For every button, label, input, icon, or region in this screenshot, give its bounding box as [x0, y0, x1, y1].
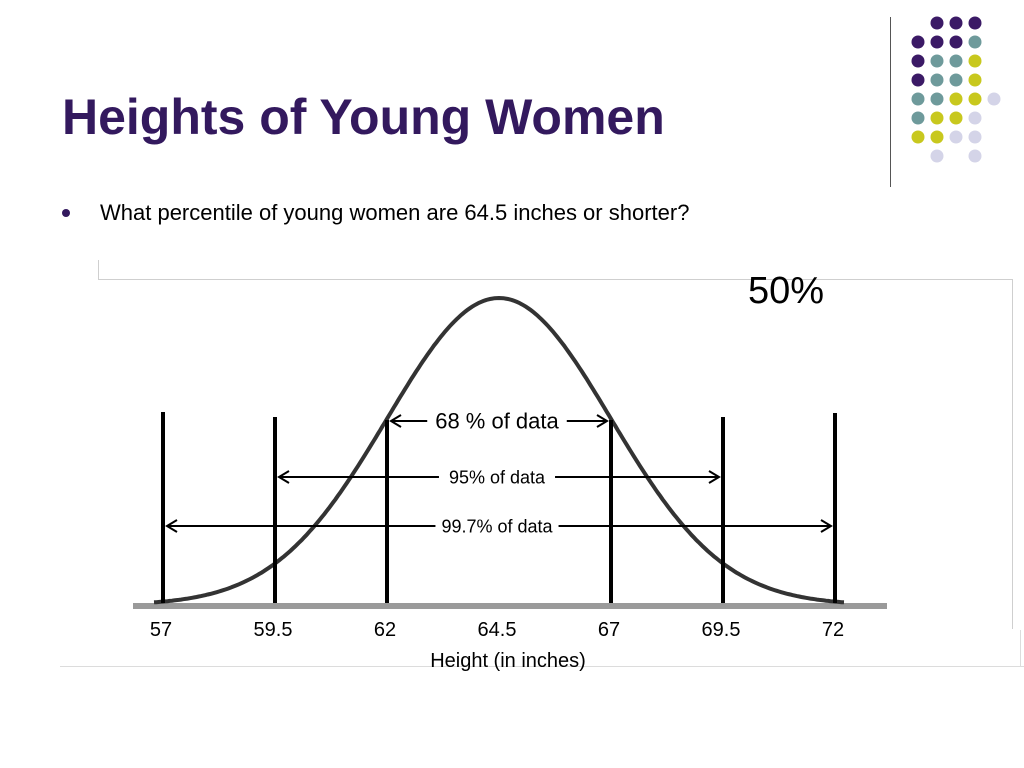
- bullet-icon: [62, 209, 70, 217]
- answer-text: 50%: [748, 270, 825, 312]
- chart-frame-edge: [60, 666, 1024, 667]
- decorative-dot: [968, 111, 982, 125]
- decorative-dot: [911, 130, 925, 144]
- decorative-dot: [930, 111, 944, 125]
- chart-frame-edge: [98, 279, 1012, 280]
- interval-label: 99.7% of data: [441, 516, 553, 536]
- x-tick-label: 59.5: [254, 619, 293, 641]
- decorative-dot: [949, 73, 963, 87]
- decorative-dot: [949, 16, 963, 30]
- x-tick-label: 72: [822, 619, 844, 641]
- decorative-dot: [930, 16, 944, 30]
- decorative-dot: [911, 73, 925, 87]
- decorative-dot: [949, 35, 963, 49]
- bullet-text: What percentile of young women are 64.5 …: [100, 200, 690, 225]
- decorative-dot: [949, 130, 963, 144]
- decorative-dot: [911, 92, 925, 106]
- decorative-dot: [968, 54, 982, 68]
- x-axis-label: Height (in inches): [430, 650, 586, 672]
- arrowhead-right: [820, 519, 833, 533]
- decorative-dot: [949, 54, 963, 68]
- x-tick-label: 67: [598, 619, 620, 641]
- x-tick-label: 57: [150, 619, 172, 641]
- decorative-dot: [968, 92, 982, 106]
- decorative-dot: [930, 73, 944, 87]
- arrowhead-right: [708, 470, 721, 484]
- title-divider: [890, 17, 891, 187]
- decorative-dot: [911, 35, 925, 49]
- bullet-item: What percentile of young women are 64.5 …: [62, 200, 689, 226]
- bell-curve: [153, 295, 845, 605]
- arrowhead-left: [165, 519, 178, 533]
- x-tick-label: 62: [374, 619, 396, 641]
- interval-label: 95% of data: [449, 467, 546, 487]
- chart-frame-edge: [1012, 279, 1013, 629]
- arrowhead-left: [389, 414, 402, 428]
- decorative-dot: [987, 92, 1001, 106]
- decorative-dot: [949, 92, 963, 106]
- decorative-dot: [930, 54, 944, 68]
- decorative-dot: [968, 35, 982, 49]
- decorative-dot-grid: [911, 16, 1001, 163]
- decorative-dot: [968, 16, 982, 30]
- decorative-dot: [968, 73, 982, 87]
- decorative-dot: [911, 54, 925, 68]
- decorative-dot: [930, 35, 944, 49]
- decorative-dot: [968, 130, 982, 144]
- decorative-dot: [968, 149, 982, 163]
- decorative-dot: [930, 149, 944, 163]
- chart-frame-edge: [1020, 630, 1021, 666]
- x-tick-label: 69.5: [702, 619, 741, 641]
- interval-label: 68 % of data: [435, 409, 559, 434]
- arrowhead-left: [277, 470, 290, 484]
- slide-title: Heights of Young Women: [62, 89, 665, 145]
- x-tick-label: 64.5: [478, 619, 517, 641]
- decorative-dot: [930, 130, 944, 144]
- decorative-dot: [911, 111, 925, 125]
- decorative-dot: [930, 92, 944, 106]
- arrowhead-right: [596, 414, 609, 428]
- decorative-dot: [949, 111, 963, 125]
- chart-frame-edge: [98, 260, 99, 280]
